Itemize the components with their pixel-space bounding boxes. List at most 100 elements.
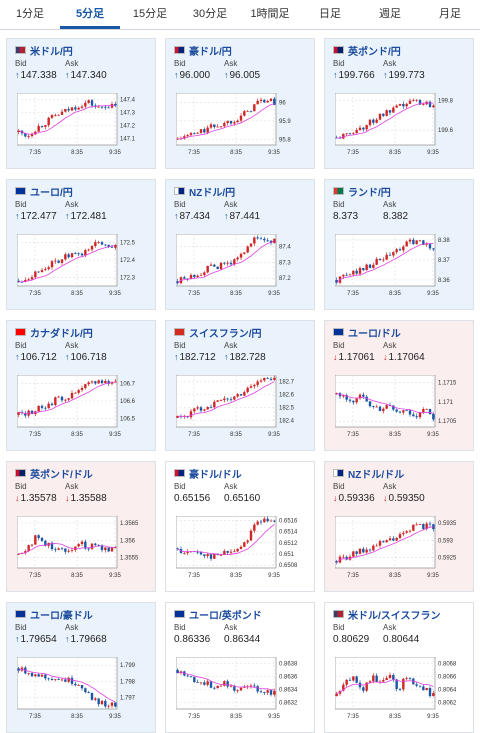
ask-number: 147.340 — [70, 70, 107, 81]
candle-body — [27, 673, 30, 674]
tab-4[interactable]: 1時間足 — [250, 8, 290, 20]
y-tick-label: 1.799 — [120, 663, 136, 669]
pair-name[interactable]: NZドル/ドル — [348, 469, 405, 481]
chart-svg: 1.1715 1.171 1.1705 7:35 8:35 9:35 — [335, 375, 457, 438]
candle-body — [378, 406, 382, 412]
candle-body — [415, 99, 418, 101]
tab-1[interactable]: 5分足 — [60, 0, 120, 29]
candle-body — [209, 264, 213, 266]
pair-name[interactable]: スイスフラン/円 — [189, 328, 262, 340]
ask-number: 172.481 — [70, 211, 107, 222]
mini-chart[interactable]: 182.7 182.6 182.5 182.4 7:35 8:35 9:35 — [176, 375, 306, 441]
mini-chart[interactable]: 106.7 106.6 106.5 7:35 8:35 9:35 — [17, 375, 147, 441]
pair-name[interactable]: 豪ドル/円 — [189, 46, 232, 58]
currency-card[interactable]: ユーロ/英ポンド Bid Ask 0.86336 0.86344 0.8638 0… — [165, 602, 315, 733]
mini-chart[interactable]: 8.38 8.37 8.36 7:35 8:35 9:35 — [335, 234, 465, 300]
card-header: NZドル/円 — [174, 184, 236, 199]
candle-body — [90, 246, 94, 250]
candle-body — [342, 684, 345, 691]
mini-chart[interactable]: 0.8068 0.8066 0.8064 0.8062 7:35 8:35 9:35 — [335, 657, 465, 723]
candle-body — [335, 561, 338, 563]
tab-2[interactable]: 15分足 — [132, 8, 168, 20]
ask-label: Ask — [383, 200, 397, 209]
candle-body — [418, 523, 422, 525]
pair-name[interactable]: NZドル/円 — [189, 187, 236, 199]
tab-5[interactable]: 日足 — [319, 8, 341, 20]
candle-body — [259, 99, 263, 101]
mini-chart[interactable]: 1.3565 1.356 1.3555 7:35 8:35 9:35 — [17, 516, 147, 582]
currency-card[interactable]: NZドル/ドル Bid Ask ↓0.59336 ↓0.59350 0.5935… — [324, 461, 474, 592]
currency-card[interactable]: 米ドル/円 Bid Ask ↑147.338 ↑147.340 147.4 147… — [6, 38, 156, 169]
tab-3[interactable]: 30分足 — [192, 8, 228, 20]
currency-card[interactable]: カナダドル/円 Bid Ask ↑106.712 ↑106.718 106.7 1… — [6, 320, 156, 451]
mini-chart[interactable]: 147.4 147.3 147.2 147.1 7:35 8:35 9:35 — [17, 93, 147, 159]
candle-body — [335, 393, 338, 395]
currency-card[interactable]: 豪ドル/円 Bid Ask ↑96.000 ↑96.005 96 95.9 95.8… — [165, 38, 315, 169]
candle-body — [395, 409, 398, 412]
y-tick-label: 8.37 — [438, 258, 450, 264]
chart-svg: 0.8068 0.8066 0.8064 0.8062 7:35 8:35 9:35 — [335, 657, 457, 720]
mini-chart[interactable]: 0.8638 0.8636 0.8634 0.8632 7:35 8:35 9:35 — [176, 657, 306, 723]
tab-0[interactable]: 1分足 — [15, 8, 45, 20]
pair-name[interactable]: 英ポンド/ドル — [30, 469, 93, 481]
candle-body — [259, 691, 263, 693]
currency-card[interactable]: スイスフラン/円 Bid Ask ↑182.712 ↑182.728 182.7… — [165, 320, 315, 451]
candle-body — [104, 547, 107, 551]
mini-chart[interactable]: 0.5935 0.593 0.5925 7:35 8:35 9:35 — [335, 516, 465, 582]
tab-6[interactable]: 週足 — [379, 8, 401, 20]
currency-card[interactable]: ユーロ/豪ドル Bid Ask ↑1.79654 ↑1.79668 1.799 1… — [6, 602, 156, 733]
bid-number: 0.59336 — [338, 493, 375, 504]
candle-body — [418, 685, 422, 687]
pair-name[interactable]: 豪ドル/ドル — [189, 469, 242, 481]
mini-chart[interactable]: 0.6516 0.6514 0.6512 0.651 0.6508 7:35 8:35 9:3… — [176, 516, 306, 582]
candle-body — [253, 237, 256, 244]
candle-body — [392, 252, 395, 256]
pair-name[interactable]: ユーロ/ドル — [348, 328, 401, 340]
candle-body — [176, 548, 179, 550]
ask-value: ↑106.718 — [65, 352, 107, 363]
pair-name[interactable]: 英ポンド/円 — [348, 46, 401, 58]
candle-body — [348, 133, 352, 135]
currency-card[interactable]: ランド/円 Bid Ask 8.373 8.382 8.38 8.37 8.36 7:… — [324, 179, 474, 310]
candle-body — [223, 681, 226, 686]
pair-name[interactable]: ユーロ/豪ドル — [30, 610, 93, 622]
mini-chart[interactable]: 96 95.9 95.8 7:35 8:35 9:35 — [176, 93, 306, 159]
pair-name[interactable]: 米ドル/スイスフラン — [348, 610, 441, 622]
currency-card[interactable]: ユーロ/ドル Bid Ask ↓1.17061 ↓1.17064 1.1715 1… — [324, 320, 474, 451]
pair-name[interactable]: ユーロ/円 — [30, 187, 73, 199]
candle-body — [54, 260, 57, 262]
pair-name[interactable]: 米ドル/円 — [30, 46, 73, 58]
currency-card[interactable]: 英ポンド/ドル Bid Ask ↓1.35578 ↓1.35588 1.3565… — [6, 461, 156, 592]
tab-7[interactable]: 月足 — [439, 8, 461, 20]
ask-value: 0.80644 — [383, 634, 419, 645]
candle-body — [47, 678, 50, 680]
moving-average-line — [177, 524, 275, 555]
candle-body — [259, 238, 263, 240]
mini-chart[interactable]: 172.5 172.4 172.3 7:35 8:35 9:35 — [17, 234, 147, 300]
candle-body — [398, 688, 402, 690]
pair-name[interactable]: カナダドル/円 — [30, 328, 93, 340]
mini-chart[interactable]: 1.1715 1.171 1.1705 7:35 8:35 9:35 — [335, 375, 465, 441]
candle-body — [392, 405, 395, 410]
candle-body — [70, 392, 74, 399]
currency-card[interactable]: 米ドル/スイスフラン Bid Ask 0.80629 0.80644 0.806… — [324, 602, 474, 733]
currency-card[interactable]: NZドル/円 Bid Ask ↑87.434 ↑87.441 87.4 87.3 8… — [165, 179, 315, 310]
candle-body — [345, 133, 348, 135]
candle-body — [269, 240, 273, 243]
currency-card[interactable]: 英ポンド/円 Bid Ask ↑199.766 ↑199.773 199.8 19… — [324, 38, 474, 169]
pair-name[interactable]: ランド/円 — [348, 187, 391, 199]
x-tick-label: 7:35 — [347, 714, 359, 720]
currency-card[interactable]: 豪ドル/ドル Bid Ask 0.65156 0.65160 0.6516 0.6… — [165, 461, 315, 592]
mini-chart[interactable]: 87.4 87.3 87.2 7:35 8:35 9:35 — [176, 234, 306, 300]
candle-body — [249, 685, 253, 687]
candle-body — [358, 127, 362, 131]
candle-body — [186, 278, 189, 280]
arrow-up-icon: ↑ — [224, 70, 229, 80]
mini-chart[interactable]: 1.799 1.798 1.797 7:35 8:35 9:35 — [17, 657, 147, 723]
x-tick-label: 9:35 — [109, 573, 121, 579]
moving-average-line — [336, 679, 434, 695]
candle-body — [246, 246, 249, 253]
mini-chart[interactable]: 199.8 199.6 7:35 8:35 9:35 — [335, 93, 465, 159]
pair-name[interactable]: ユーロ/英ポンド — [189, 610, 262, 622]
currency-card[interactable]: ユーロ/円 Bid Ask ↑172.477 ↑172.481 172.5 172… — [6, 179, 156, 310]
